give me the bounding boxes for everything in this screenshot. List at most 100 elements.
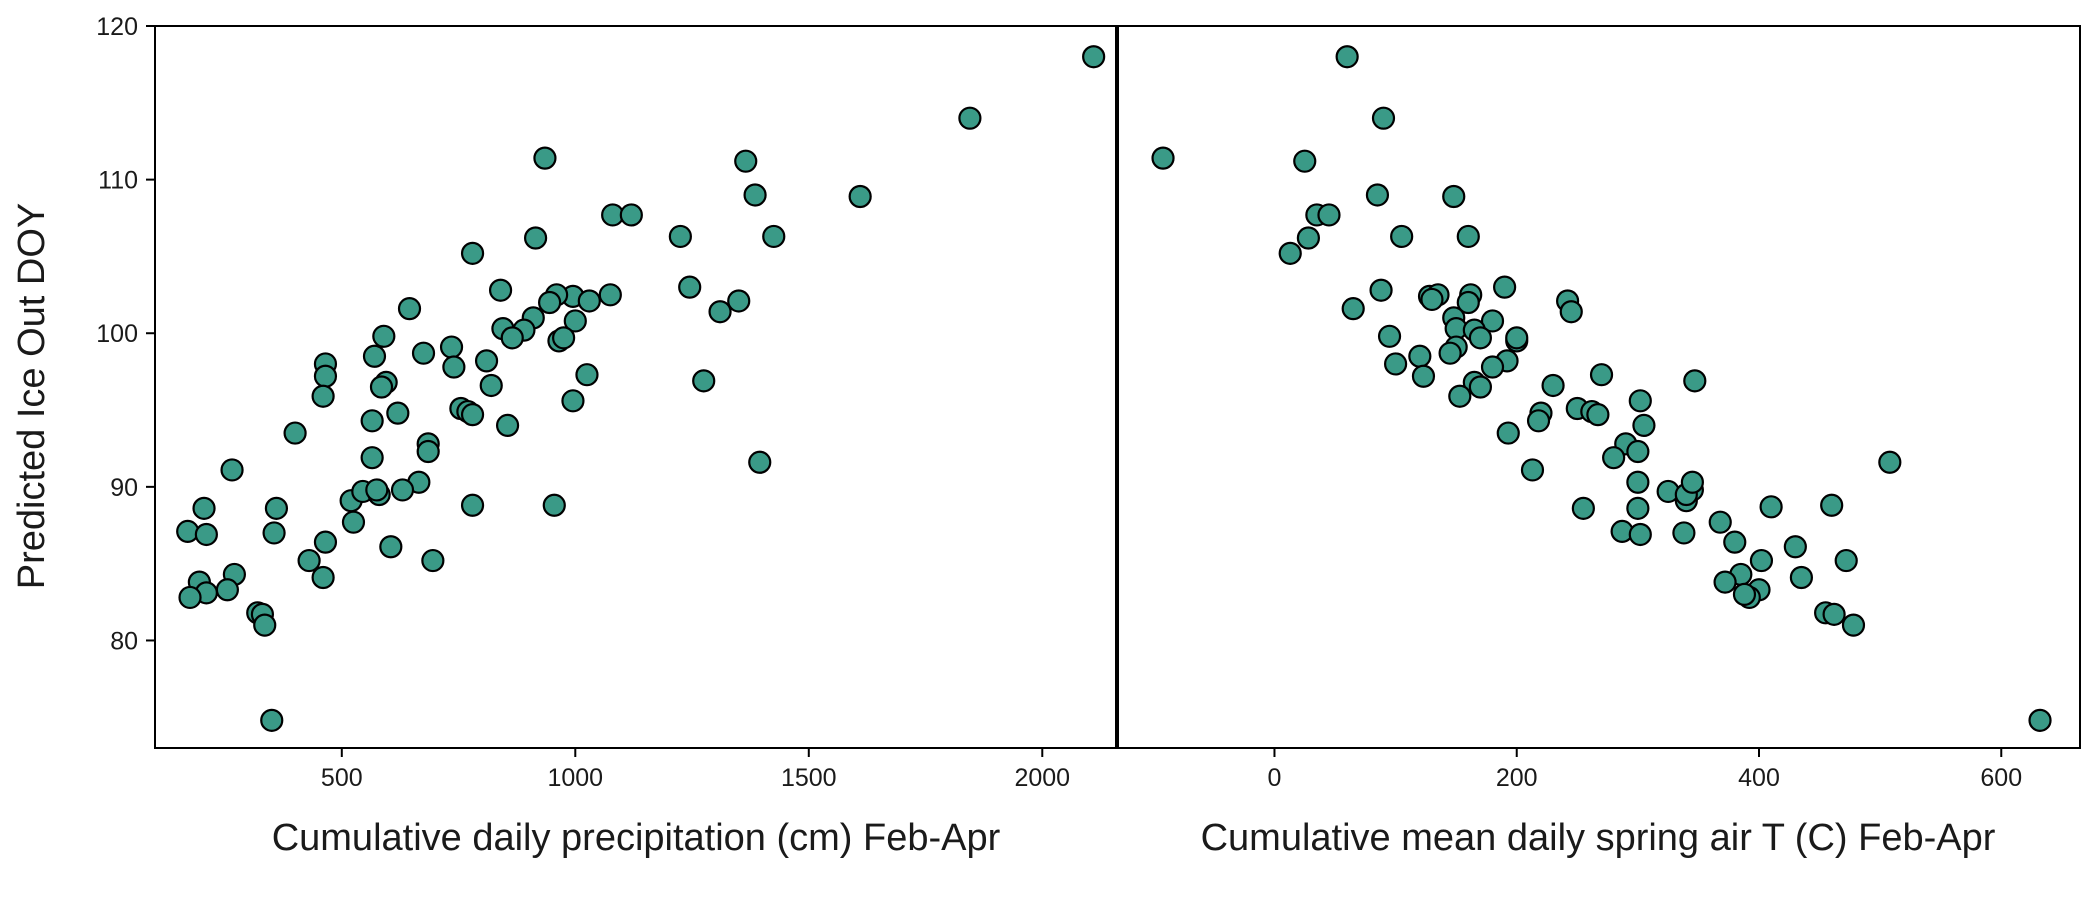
y-tick-label: 120 (96, 13, 138, 41)
data-point (1834, 548, 1858, 573)
shared-y-axis: 80 90 100 110 120 (96, 13, 155, 655)
data-point (1408, 344, 1432, 368)
data-point (523, 226, 548, 250)
data-point (563, 309, 587, 333)
data-point (360, 409, 384, 433)
data-point (479, 373, 503, 398)
data-point (220, 458, 244, 482)
data-point (372, 324, 396, 348)
data-point (176, 519, 200, 544)
data-point (421, 548, 445, 573)
precipitation-x-axis: 500 1000 1500 2000 (321, 748, 1070, 792)
data-point (360, 446, 384, 470)
data-point (762, 224, 786, 249)
data-point (178, 585, 202, 610)
air-temperature-x-axis-title: Cumulative mean daily spring air T (C) F… (1201, 817, 1996, 859)
x-tick-label: 500 (321, 764, 363, 792)
data-point (619, 203, 643, 227)
data-point (1493, 275, 1517, 299)
data-point (311, 384, 335, 408)
data-point (1541, 373, 1565, 398)
data-point (1448, 384, 1472, 408)
data-point (1559, 300, 1583, 324)
data-point (442, 355, 466, 379)
data-point (577, 289, 601, 313)
data-point (561, 389, 585, 413)
data-point (1732, 582, 1757, 606)
data-point (1672, 521, 1696, 545)
data-point (533, 146, 557, 170)
data-point (362, 344, 387, 368)
data-point (2028, 708, 2052, 732)
data-point (678, 275, 702, 299)
data-point (460, 493, 485, 517)
data-point (1713, 570, 1737, 594)
data-point (1480, 355, 1505, 379)
data-point (1626, 439, 1650, 464)
data-point (1783, 535, 1807, 559)
data-point (488, 278, 513, 302)
data-point (1708, 510, 1732, 534)
data-point (1520, 458, 1545, 482)
x-tick-label: 0 (1268, 764, 1282, 792)
data-point (743, 183, 767, 207)
data-point (598, 283, 622, 307)
data-point (1456, 290, 1480, 315)
data-point (538, 290, 562, 315)
y-tick-label: 110 (98, 167, 138, 195)
data-point (1878, 450, 1902, 474)
data-point (1571, 496, 1595, 520)
data-point (215, 578, 239, 602)
data-point (260, 708, 284, 732)
data-point (365, 478, 389, 502)
air-temperature-panel: 0 200 400 600 Cumulative mean daily spring … (1116, 25, 2081, 859)
x-tick-label: 2000 (1014, 764, 1070, 792)
data-point (262, 521, 286, 545)
x-tick-label: 600 (1980, 764, 2022, 792)
data-point (692, 369, 716, 393)
x-tick-label: 400 (1738, 764, 1780, 792)
y-tick-label: 90 (110, 474, 138, 502)
data-point (1632, 413, 1656, 438)
data-point (192, 496, 216, 520)
data-point (1586, 403, 1610, 427)
data-point (460, 241, 485, 265)
data-point (1390, 224, 1414, 249)
data-point (542, 493, 566, 517)
data-point (397, 297, 422, 321)
data-point (1723, 530, 1747, 554)
data-point (1082, 45, 1106, 69)
data-point (1411, 364, 1436, 388)
data-point (1438, 341, 1462, 365)
data-point (264, 496, 289, 520)
data-point (1505, 326, 1529, 350)
data-point (1789, 565, 1813, 590)
data-point (379, 535, 403, 559)
data-point (313, 364, 338, 388)
data-point (1369, 278, 1393, 302)
data-point (1626, 496, 1650, 520)
data-point (1456, 224, 1480, 249)
data-point (439, 335, 464, 359)
data-point (1293, 149, 1317, 173)
data-point (474, 349, 499, 373)
data-point (1365, 183, 1390, 207)
data-point (1749, 548, 1774, 573)
data-point (1341, 297, 1365, 321)
data-point (1442, 184, 1466, 209)
data-point (1468, 375, 1492, 399)
data-point (416, 439, 440, 464)
data-point (1420, 287, 1444, 312)
data-point (311, 565, 335, 590)
y-tick-label: 80 (110, 627, 138, 655)
data-point (748, 450, 772, 474)
air-temperature-points (1151, 45, 2052, 732)
data-point (1468, 326, 1492, 350)
data-point (1628, 522, 1652, 547)
data-point (668, 224, 692, 249)
data-point (194, 522, 218, 547)
data-point (1526, 409, 1551, 433)
data-point (460, 403, 485, 427)
data-point (1589, 363, 1614, 387)
